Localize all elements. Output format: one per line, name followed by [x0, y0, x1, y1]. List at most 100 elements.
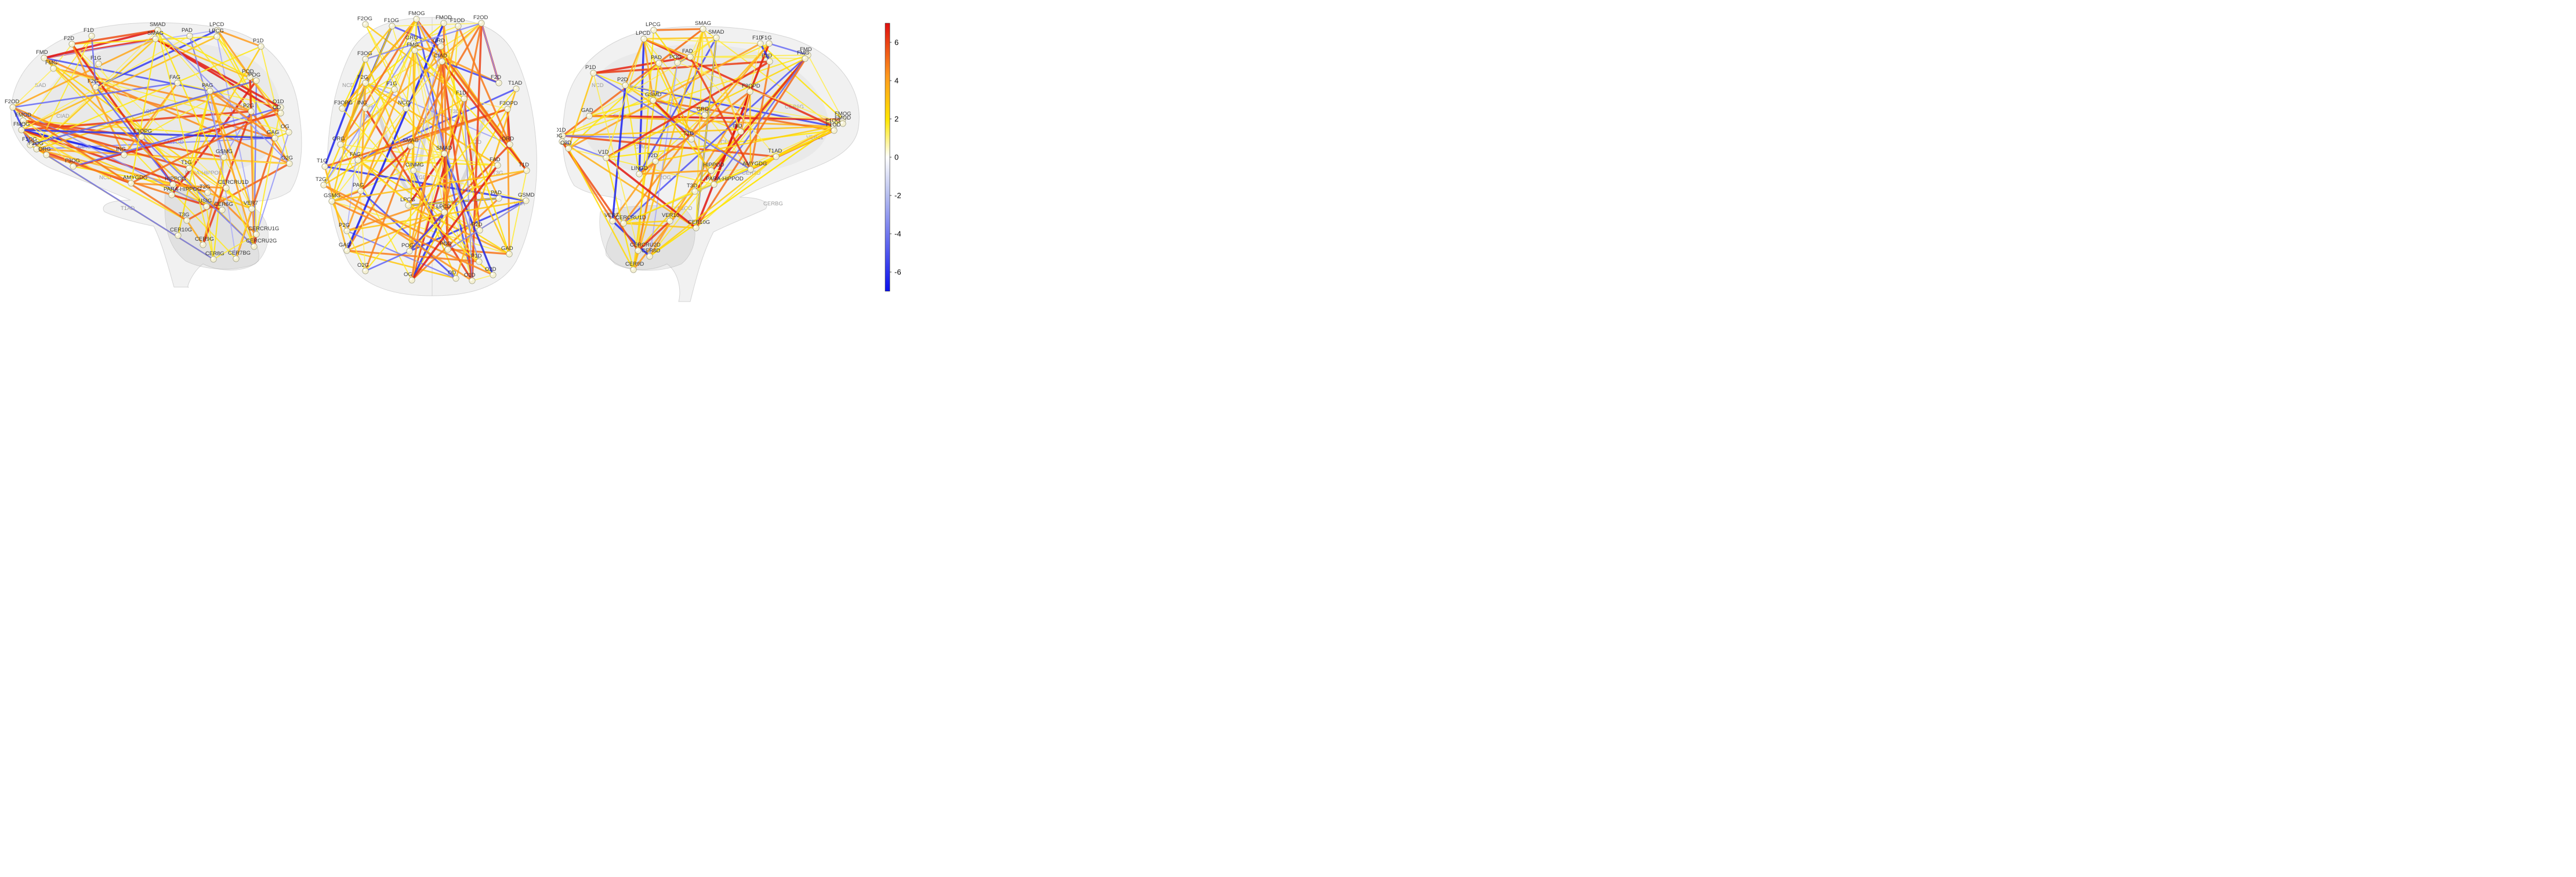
edge [236, 208, 252, 259]
brain-region-node: CER8D [642, 248, 660, 260]
faint-label: HIPPOD [428, 205, 450, 212]
brain-region-node: P1D [585, 64, 597, 77]
node-highlight [712, 182, 715, 185]
brain-region-node: CERCRU1G [248, 226, 279, 238]
node-highlight [694, 226, 697, 229]
node-sphere [253, 77, 260, 84]
edge [346, 249, 457, 280]
node-label: SMAD [708, 29, 724, 35]
node-sphere [203, 203, 210, 210]
node-sphere [674, 59, 681, 66]
node-highlight [591, 71, 594, 74]
node-label: FMD [36, 49, 48, 56]
node-sphere [839, 120, 846, 127]
node-label: O2G [357, 262, 369, 269]
node-highlight [442, 210, 445, 213]
node-label: POD [242, 68, 254, 75]
node-label: CERCRU1D [218, 179, 249, 186]
node-highlight [524, 168, 527, 171]
node-label: LPCG [400, 197, 415, 203]
edge [123, 82, 179, 156]
edge [441, 60, 528, 172]
node-label: F1OD [450, 17, 465, 24]
node-highlight [254, 78, 257, 81]
node-highlight [358, 189, 361, 191]
brain-region-node: SMAD [708, 29, 724, 41]
edge [592, 60, 771, 74]
node-highlight [505, 107, 508, 110]
node-sphere [95, 60, 102, 67]
edge [346, 249, 480, 263]
edge [653, 28, 704, 31]
node-label: PAG [353, 182, 364, 189]
node-label: OG [281, 124, 289, 130]
node-label: FAD [682, 48, 693, 55]
edge [157, 29, 291, 165]
edge [415, 18, 511, 146]
node-sphere [452, 275, 459, 282]
edge [414, 49, 510, 255]
node-sphere [495, 79, 502, 86]
brain-region-node: F2OG [28, 140, 44, 153]
edge [22, 119, 225, 158]
edge [90, 35, 97, 88]
node-label: GSMD [518, 192, 535, 198]
node-label: POG [248, 72, 260, 78]
brain-region-node: FAG [350, 151, 361, 164]
node-label: GSMG [216, 148, 233, 155]
node-highlight [840, 117, 843, 120]
faint-label: CERBG [763, 201, 783, 207]
node-highlight [363, 22, 366, 25]
node-label: GRD [697, 106, 709, 113]
brain-region-node: T1AD [508, 80, 522, 92]
brain-region-node: F3OG [357, 50, 372, 63]
node-label: O1D [464, 272, 476, 278]
brain-region-node: LINGD [631, 165, 648, 177]
node-label: O2D [560, 140, 572, 146]
edge [441, 23, 482, 62]
node-sphere [494, 162, 501, 169]
node-sphere [747, 88, 753, 95]
node-label: GAD [501, 245, 513, 252]
edge [331, 200, 348, 232]
node-label: F3OPD [742, 83, 760, 89]
node-highlight [497, 196, 499, 199]
node-sphere [713, 34, 720, 41]
node-sphere [650, 27, 657, 34]
faint-label: VER11 [806, 135, 823, 141]
node-highlight [21, 118, 24, 121]
node-highlight [702, 113, 705, 115]
node-sphere [248, 108, 255, 115]
edge [589, 56, 691, 117]
edge [713, 155, 777, 186]
node-highlight [363, 106, 366, 109]
faint-label: NCD [99, 175, 111, 181]
edge [341, 107, 480, 263]
node-sphere [200, 241, 206, 248]
node-highlight [701, 27, 704, 30]
node-label: AMYGDG [742, 161, 767, 167]
node-sphere [206, 88, 213, 95]
node-highlight [587, 114, 590, 117]
edge [209, 90, 252, 113]
edge [346, 49, 416, 232]
node-sphere [407, 143, 414, 150]
brain-region-node: V1D [598, 149, 610, 161]
node-sphere [708, 167, 715, 174]
edge [12, 68, 54, 108]
brain-region-node: ORG [332, 136, 345, 148]
edge [677, 37, 717, 63]
edge [331, 200, 494, 276]
brain-region-node: PARA-HIPPOG [164, 186, 201, 198]
edge [20, 129, 276, 139]
node-sphere [504, 106, 511, 113]
node-highlight [709, 168, 712, 171]
node-highlight [477, 228, 480, 231]
node-sphere [389, 23, 396, 30]
node-label: F3OPD [499, 100, 518, 107]
node-highlight [442, 151, 445, 154]
faint-label: CER6G [785, 104, 804, 110]
edge [463, 97, 473, 282]
brain-region-node: HIPPOG [165, 176, 186, 188]
node-label: PAD [651, 55, 662, 61]
